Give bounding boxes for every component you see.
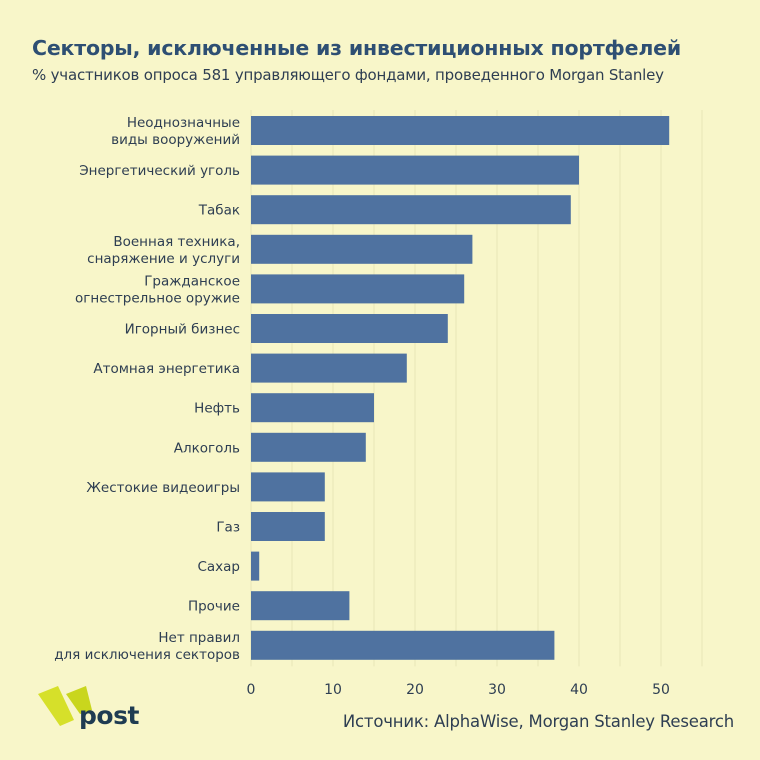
- x-tick-label: 30: [488, 682, 506, 698]
- category-label: Гражданское: [144, 273, 240, 289]
- bar: [251, 195, 571, 225]
- x-tick-label: 40: [570, 682, 588, 698]
- bar: [251, 630, 555, 660]
- category-label: Нет правил: [158, 630, 240, 646]
- bar: [251, 512, 325, 541]
- bar: [251, 234, 473, 264]
- bars: [251, 116, 670, 660]
- category-label: Сахар: [197, 559, 240, 575]
- category-label: Энергетический уголь: [79, 163, 240, 179]
- bar: [251, 591, 350, 621]
- bar: [251, 314, 448, 343]
- bar: [251, 274, 465, 304]
- bar: [251, 353, 407, 383]
- category-label: Алкоголь: [174, 440, 240, 456]
- bar: [251, 116, 670, 145]
- bar: [251, 472, 325, 502]
- category-label: виды вооружений: [111, 132, 240, 148]
- x-tick-label: 20: [406, 682, 424, 698]
- chart-title: Секторы, исключенные из инвестиционных п…: [32, 36, 682, 60]
- chart-subtitle: % участников опроса 581 управляющего фон…: [32, 66, 664, 84]
- x-tick-label: 0: [247, 682, 256, 698]
- vpost-logo-icon: [38, 686, 92, 726]
- category-label: Нефть: [194, 401, 240, 417]
- category-label: Жестокие видеоигры: [86, 480, 240, 496]
- category-label: Табак: [198, 203, 240, 219]
- category-label: Газ: [216, 520, 240, 536]
- x-tick-label: 50: [652, 682, 670, 698]
- category-label: для исключения секторов: [54, 647, 240, 663]
- bar: [251, 432, 366, 462]
- gridlines: [250, 110, 703, 667]
- x-tick-label: 10: [324, 682, 342, 698]
- x-axis-ticks: 0 10 20 30 40 50: [247, 682, 670, 698]
- category-label: Атомная энергетика: [93, 361, 240, 377]
- bar: [251, 551, 260, 581]
- category-label: огнестрельное оружие: [75, 290, 240, 306]
- category-label: снаряжение и услуги: [87, 251, 240, 267]
- logo-text: post: [79, 701, 139, 730]
- bar: [251, 155, 579, 185]
- bar: [251, 393, 374, 423]
- source-note: Источник: AlphaWise, Morgan Stanley Rese…: [342, 712, 734, 731]
- category-label: Неоднозначные: [127, 115, 240, 131]
- category-label: Игорный бизнес: [125, 322, 240, 338]
- category-label: Военная техника,: [113, 234, 240, 250]
- category-label: Прочие: [188, 599, 240, 615]
